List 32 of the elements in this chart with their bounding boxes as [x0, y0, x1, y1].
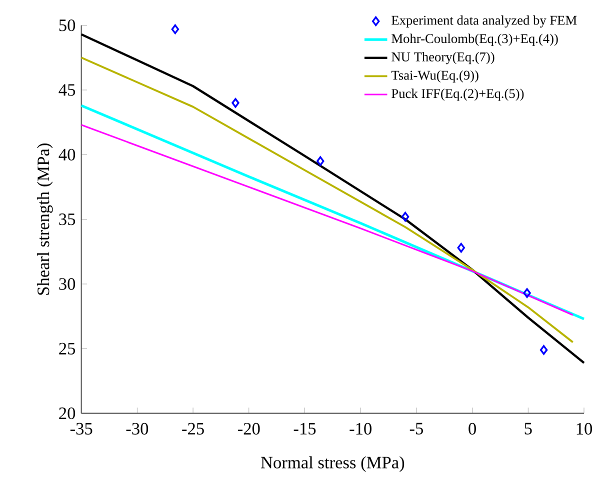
point — [401, 212, 410, 222]
x-tick-label: -35 — [70, 422, 92, 434]
x-tick-label: 5 — [524, 422, 532, 434]
x-tick-label: -10 — [350, 422, 372, 434]
y-axis-title: Shearl strength (MPa) — [37, 143, 53, 295]
legend-label: Tsai-Wu(Eq.(9)) — [391, 70, 478, 82]
x-tick-label: 0 — [468, 422, 476, 434]
x-tick-label: 10 — [576, 422, 592, 434]
point — [232, 98, 240, 108]
x-tick-label: -20 — [238, 422, 260, 434]
legend-label: Mohr-Coulomb(Eq.(3)+Eq.(4)) — [392, 34, 558, 46]
y-tick-label: 50 — [59, 19, 76, 32]
y-tick-label: 20 — [59, 407, 76, 420]
line-series — [80, 33, 586, 364]
legend-label: Experiment data analyzed by FEM — [392, 15, 577, 28]
x-axis-title: Normal stress (MPa) — [260, 456, 404, 472]
point — [540, 344, 548, 355]
x-tick-label: -30 — [126, 422, 148, 434]
legend-label: Puck IFF(Eq.(2)+Eq.(5)) — [392, 88, 524, 101]
point — [316, 156, 324, 166]
y-tick-label: 45 — [58, 84, 76, 96]
y-tick-label: 40 — [58, 148, 76, 160]
x-tick-label: -5 — [410, 422, 423, 434]
point — [171, 24, 180, 34]
x-tick-label: -25 — [182, 422, 204, 434]
point — [457, 242, 465, 252]
point — [523, 288, 531, 298]
legend-label: NU Theory(Eq.(7)) — [392, 52, 494, 64]
y-tick-label: 35 — [59, 213, 76, 225]
y-tick-label: 25 — [59, 342, 76, 354]
y-tick-label: 30 — [59, 278, 76, 290]
x-tick-label: -15 — [294, 422, 316, 434]
